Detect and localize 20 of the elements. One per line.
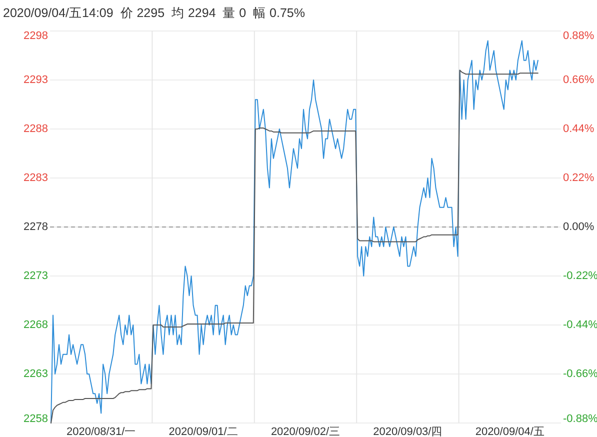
y-tick-label: 2293 [24,74,48,86]
x-tick-label: 2020/08/31/一 [66,426,136,437]
y-tick-label: 2258 [24,413,48,425]
y2-tick-label: 0.00% [563,221,594,233]
y2-tick-label: 0.88% [563,30,594,42]
y-tick-label: 2278 [24,221,48,233]
y-tick-label: 2263 [24,368,48,380]
x-tick-label: 2020/09/04/五 [475,426,544,437]
x-tick-label: 2020/09/02/三 [270,426,340,437]
y2-tick-label: 0.66% [563,74,594,86]
y2-tick-label: 0.44% [563,123,594,135]
x-tick-label: 2020/09/03/四 [373,426,442,437]
y-tick-label: 2273 [24,270,48,282]
y-tick-label: 2268 [24,319,48,331]
y2-tick-label: 0.22% [563,172,594,184]
y-tick-label: 2288 [24,123,48,135]
y-tick-label: 2298 [24,30,48,42]
y-tick-label: 2283 [24,172,48,184]
chart-title: 2020/09/04/五14:09 价 2295 均 2294 量 0 幅 0.75% [3,6,305,20]
x-tick-label: 2020/09/01/二 [168,426,238,437]
